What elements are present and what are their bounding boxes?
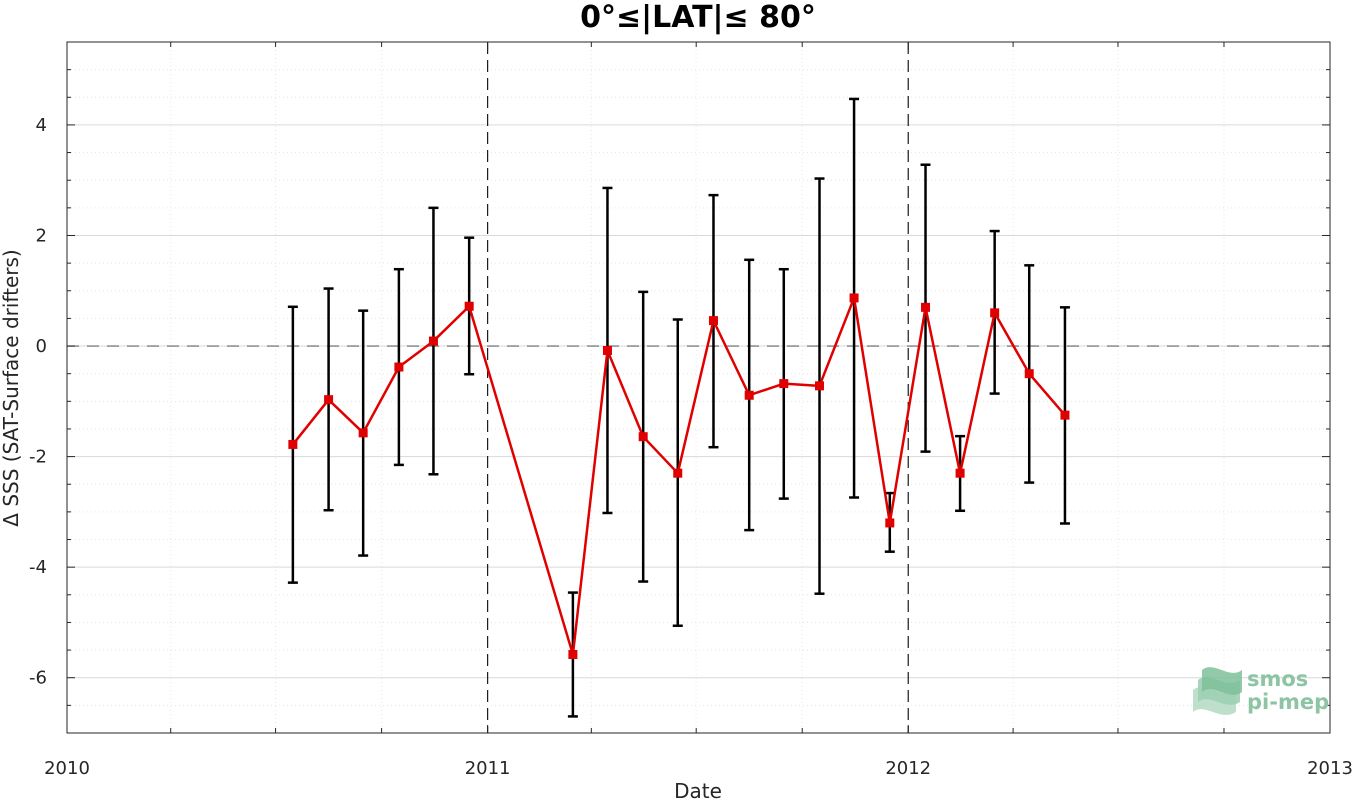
y-tick-label: 0 xyxy=(36,336,47,357)
chart-title: 0°≤|LAT|≤ 80° xyxy=(580,0,816,35)
smos-pi-mep-logo: smos pi-mep xyxy=(1193,667,1329,715)
y-axis-label: Δ SSS (SAT-Surface drifters) xyxy=(0,249,23,526)
data-point xyxy=(1060,410,1070,420)
y-tick-label: -4 xyxy=(29,557,47,578)
data-point xyxy=(673,468,683,478)
data-point xyxy=(955,468,965,478)
y-tick-label: -2 xyxy=(29,447,47,468)
data-point xyxy=(464,301,474,311)
data-point xyxy=(779,379,789,389)
data-point xyxy=(394,362,404,372)
data-point xyxy=(602,345,612,355)
x-tick-label: 2013 xyxy=(1307,758,1353,779)
y-axis-tick-labels: -6 -4 -2 0 2 4 xyxy=(29,115,47,689)
data-series xyxy=(288,293,1070,660)
data-point xyxy=(288,439,298,449)
data-point xyxy=(885,518,895,528)
data-point xyxy=(814,381,824,391)
logo-line-2: pi-mep xyxy=(1247,690,1329,714)
x-tick-label: 2010 xyxy=(44,758,90,779)
data-point xyxy=(921,302,931,312)
x-tick-label: 2012 xyxy=(885,758,931,779)
data-point xyxy=(428,336,438,346)
plot-frame xyxy=(66,41,1331,734)
data-point xyxy=(568,650,578,660)
x-axis-tick-labels: 2010 2011 2012 2013 xyxy=(44,758,1353,779)
data-point xyxy=(638,432,648,442)
axis-ticks xyxy=(66,41,1331,734)
error-bars xyxy=(287,97,1070,718)
wave-icon xyxy=(1193,667,1242,715)
reference-lines xyxy=(67,42,1330,733)
data-point xyxy=(1024,369,1034,379)
data-point xyxy=(990,308,1000,318)
y-tick-label: 4 xyxy=(36,115,47,136)
data-point xyxy=(849,293,859,303)
x-tick-label: 2011 xyxy=(465,758,511,779)
logo-line-1: smos xyxy=(1247,667,1308,691)
data-point xyxy=(744,390,754,400)
y-tick-label: 2 xyxy=(36,225,47,246)
data-point xyxy=(324,395,334,405)
y-tick-label: -6 xyxy=(29,668,47,689)
data-point xyxy=(358,428,368,438)
x-axis-label: Date xyxy=(674,779,722,801)
data-point xyxy=(708,316,718,326)
